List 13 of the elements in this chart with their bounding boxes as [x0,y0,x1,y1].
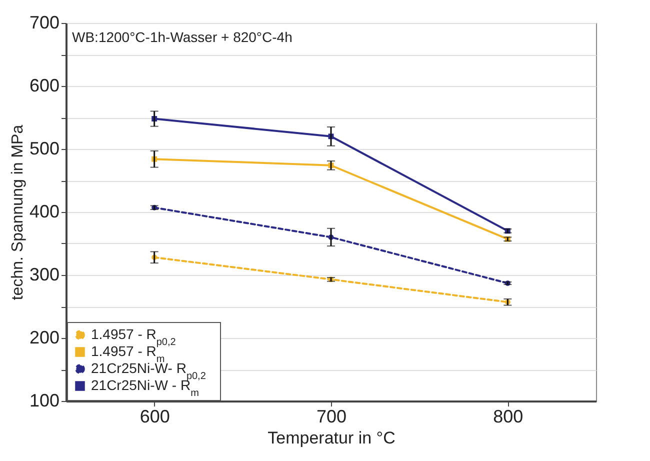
y-tick-label: 600 [29,76,60,96]
x-tick-label: 600 [140,406,170,426]
annotation: WB:1200°C-1h-Wasser + 820°C-4h [72,29,292,45]
x-tick-label: 800 [493,406,524,426]
y-tick-label: 500 [29,138,60,158]
y-tick-label: 100 [29,390,60,410]
x-axis-title: Temperatur in °C [268,428,396,448]
x-tick-label: 700 [316,406,347,426]
y-tick-label: 700 [29,12,60,32]
y-tick-label: 400 [29,202,60,222]
y-tick-label: 300 [29,264,60,284]
y-tick-label: 200 [29,328,60,348]
y-axis-title: techn. Spannung in MPa [9,124,26,300]
